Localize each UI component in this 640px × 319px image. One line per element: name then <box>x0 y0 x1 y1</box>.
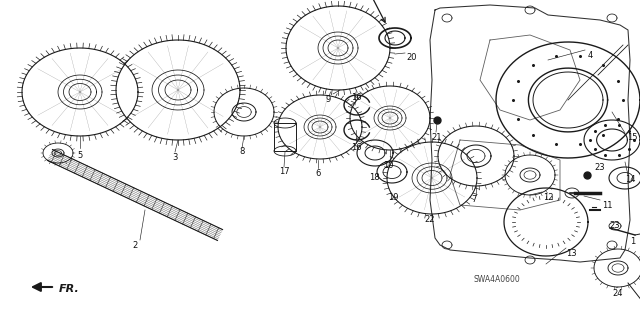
Text: 4: 4 <box>588 50 593 60</box>
Text: 9: 9 <box>325 95 331 105</box>
Bar <box>274 123 296 151</box>
Text: 1: 1 <box>630 238 636 247</box>
Text: 16: 16 <box>351 144 362 152</box>
Text: 13: 13 <box>566 249 576 257</box>
Text: SWA4A0600: SWA4A0600 <box>474 276 520 285</box>
Text: FR.: FR. <box>59 284 80 294</box>
Text: 3: 3 <box>172 153 178 162</box>
Text: 5: 5 <box>77 151 83 160</box>
Text: 18: 18 <box>369 173 380 182</box>
Text: 21: 21 <box>432 132 442 142</box>
Text: 23: 23 <box>610 220 620 229</box>
Text: 22: 22 <box>425 216 435 225</box>
Text: 19: 19 <box>388 192 398 202</box>
Text: 12: 12 <box>543 192 553 202</box>
Text: 14: 14 <box>625 175 636 184</box>
Text: 8: 8 <box>239 147 244 157</box>
Text: 16: 16 <box>351 93 362 101</box>
Text: 15: 15 <box>627 133 637 143</box>
Text: 23: 23 <box>595 164 605 173</box>
Text: 11: 11 <box>602 201 612 210</box>
Text: 2: 2 <box>132 241 138 249</box>
Text: 6: 6 <box>316 168 321 177</box>
Text: 7: 7 <box>471 196 477 204</box>
Text: 10: 10 <box>383 160 393 169</box>
Text: 20: 20 <box>407 54 417 63</box>
Text: 17: 17 <box>278 167 289 176</box>
Text: 24: 24 <box>612 288 623 298</box>
